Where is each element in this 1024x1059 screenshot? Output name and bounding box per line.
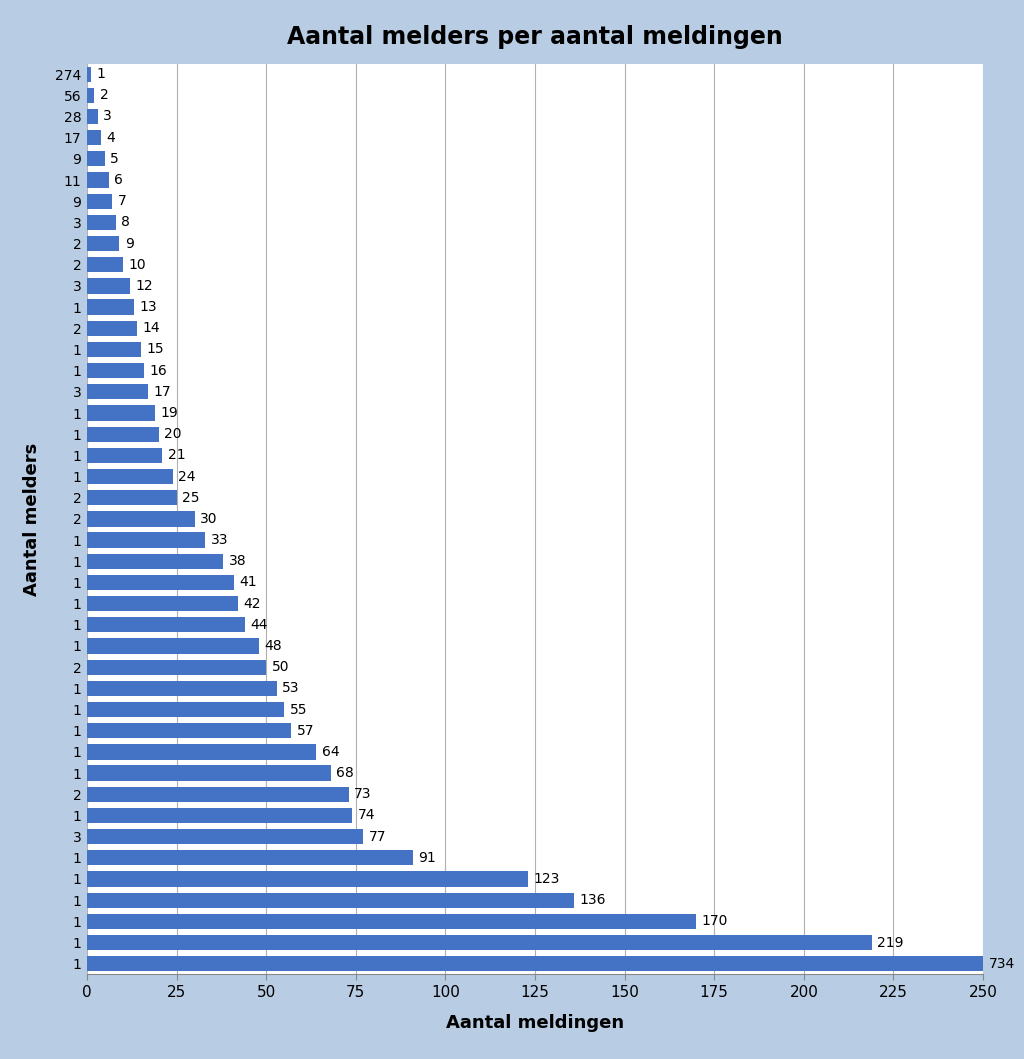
Bar <box>87 914 696 929</box>
Text: 33: 33 <box>211 533 228 548</box>
Text: 4: 4 <box>106 130 116 145</box>
Bar <box>87 702 285 717</box>
Text: 73: 73 <box>354 787 372 802</box>
Title: Aantal melders per aantal meldingen: Aantal melders per aantal meldingen <box>287 25 783 49</box>
Bar <box>87 681 276 696</box>
Bar <box>87 850 414 865</box>
Text: 30: 30 <box>200 511 217 526</box>
Text: 14: 14 <box>142 321 160 336</box>
Text: 48: 48 <box>264 639 282 653</box>
Text: 7: 7 <box>118 194 126 209</box>
Text: 57: 57 <box>297 723 314 738</box>
Bar <box>87 469 173 484</box>
Text: 91: 91 <box>419 850 436 865</box>
Bar <box>87 67 91 82</box>
Bar <box>87 533 205 548</box>
Bar <box>87 554 223 569</box>
Bar <box>87 596 238 611</box>
Text: 1: 1 <box>96 67 104 82</box>
Bar <box>87 490 177 505</box>
Bar <box>87 787 348 802</box>
Text: 734: 734 <box>988 956 1015 971</box>
Text: 68: 68 <box>336 766 354 780</box>
Bar <box>87 448 162 463</box>
Bar <box>87 130 101 145</box>
Bar <box>87 321 137 336</box>
Bar <box>87 151 105 166</box>
X-axis label: Aantal meldingen: Aantal meldingen <box>446 1013 624 1031</box>
Bar <box>87 173 109 187</box>
Text: 8: 8 <box>121 215 130 230</box>
Text: 50: 50 <box>271 660 289 675</box>
Text: 16: 16 <box>150 363 168 378</box>
Text: 3: 3 <box>103 109 112 124</box>
Text: 77: 77 <box>369 829 386 844</box>
Text: 21: 21 <box>168 448 185 463</box>
Bar <box>87 808 352 823</box>
Text: 9: 9 <box>125 236 133 251</box>
Text: 55: 55 <box>290 702 307 717</box>
Bar <box>87 194 113 209</box>
Bar <box>87 956 983 971</box>
Text: 10: 10 <box>128 257 145 272</box>
Text: 44: 44 <box>250 617 267 632</box>
Bar <box>87 893 574 908</box>
Text: 25: 25 <box>182 490 200 505</box>
Y-axis label: Aantal melders: Aantal melders <box>24 443 41 595</box>
Bar <box>87 215 116 230</box>
Bar <box>87 511 195 526</box>
Text: 13: 13 <box>139 300 157 315</box>
Text: 12: 12 <box>135 279 153 293</box>
Text: 42: 42 <box>243 596 260 611</box>
Bar <box>87 639 259 653</box>
Bar <box>87 766 331 780</box>
Bar <box>87 363 144 378</box>
Bar <box>87 279 130 293</box>
Text: 17: 17 <box>154 384 171 399</box>
Text: 38: 38 <box>228 554 246 569</box>
Bar <box>87 236 119 251</box>
Text: 136: 136 <box>580 893 606 908</box>
Text: 170: 170 <box>701 914 728 929</box>
Text: 5: 5 <box>111 151 119 166</box>
Text: 24: 24 <box>178 469 196 484</box>
Bar <box>87 109 98 124</box>
Bar <box>87 384 148 399</box>
Text: 15: 15 <box>146 342 164 357</box>
Text: 19: 19 <box>161 406 178 420</box>
Bar <box>87 88 94 103</box>
Text: 41: 41 <box>240 575 257 590</box>
Bar <box>87 575 234 590</box>
Bar <box>87 829 364 844</box>
Text: 6: 6 <box>114 173 123 187</box>
Bar <box>87 723 292 738</box>
Bar <box>87 300 133 315</box>
Bar <box>87 872 528 886</box>
Bar <box>87 406 156 420</box>
Bar <box>87 935 872 950</box>
Text: 20: 20 <box>164 427 181 442</box>
Text: 64: 64 <box>322 744 339 759</box>
Bar <box>87 617 245 632</box>
Bar <box>87 342 141 357</box>
Text: 53: 53 <box>283 681 300 696</box>
Text: 2: 2 <box>99 88 109 103</box>
Bar <box>87 427 159 442</box>
Bar <box>87 257 123 272</box>
Text: 219: 219 <box>878 935 904 950</box>
Bar <box>87 744 316 759</box>
Bar <box>87 660 266 675</box>
Text: 123: 123 <box>534 872 560 886</box>
Text: 74: 74 <box>357 808 375 823</box>
